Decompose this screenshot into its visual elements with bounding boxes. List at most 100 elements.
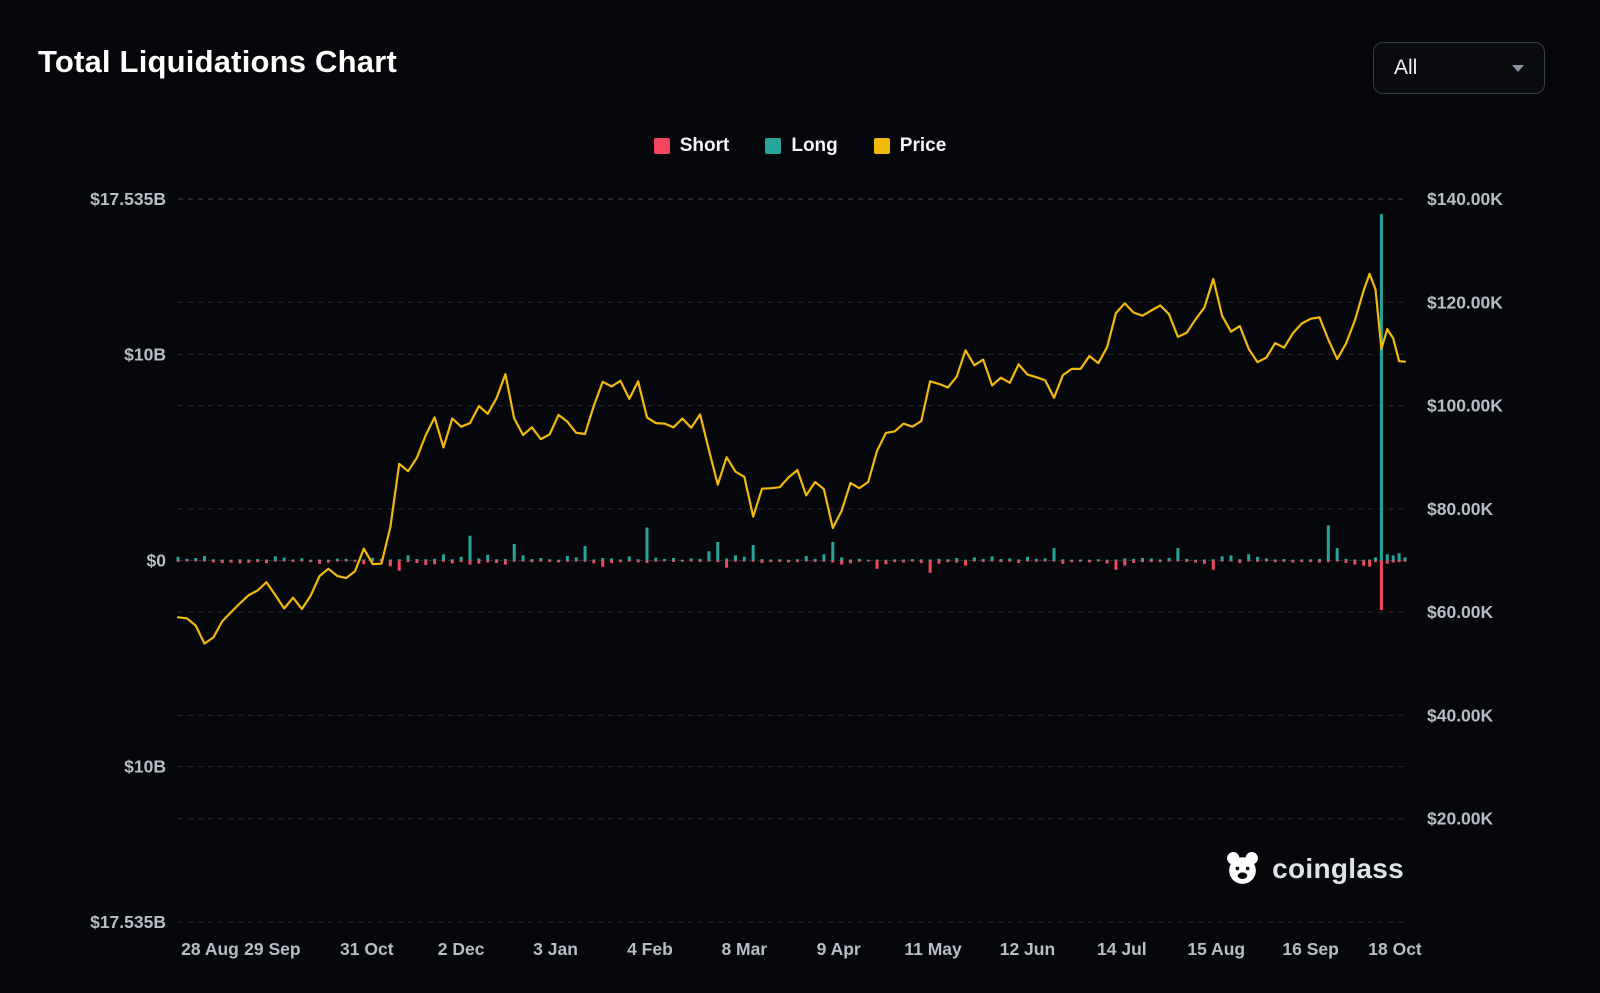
short-bar <box>335 560 339 562</box>
short-bar <box>486 560 490 563</box>
long-bar <box>406 555 410 561</box>
long-bar <box>1362 559 1366 561</box>
long-bar <box>1353 559 1357 561</box>
legend-item-long[interactable]: Long <box>765 135 838 157</box>
legend-item-price[interactable]: Price <box>873 135 946 157</box>
short-bar <box>1397 560 1401 563</box>
short-bar <box>751 560 755 562</box>
long-bar <box>344 558 348 561</box>
long-bar <box>1282 559 1286 561</box>
short-bar <box>946 560 950 563</box>
short-bar <box>388 560 392 567</box>
long-bar <box>760 559 764 561</box>
short-bar <box>1344 560 1348 563</box>
short-bar <box>654 560 658 562</box>
long-bar <box>1034 558 1038 561</box>
short-bar <box>680 560 684 562</box>
long-bar <box>627 556 631 561</box>
short-bar <box>769 560 773 563</box>
x-axis-label: 4 Feb <box>627 939 673 959</box>
long-bar <box>335 558 339 561</box>
x-axis-label: 29 Sep <box>244 939 300 959</box>
long-bar <box>1123 558 1127 561</box>
long-bar <box>778 559 782 561</box>
long-bar <box>663 558 667 561</box>
short-bar <box>1229 560 1233 562</box>
short-bar <box>813 560 817 562</box>
legend-label: Short <box>679 135 730 156</box>
short-bar <box>521 560 525 562</box>
long-bar <box>610 558 614 561</box>
long-bar <box>1017 559 1021 561</box>
short-bar <box>875 560 879 569</box>
long-bar <box>981 558 985 561</box>
short-bar <box>672 560 676 562</box>
short-bar <box>406 560 410 563</box>
short-bar <box>1353 560 1357 565</box>
long-bar <box>433 558 437 561</box>
chart-legend: Short Long Price <box>0 135 1600 157</box>
short-bar <box>1291 560 1295 563</box>
long-bar <box>831 541 835 561</box>
short-bar <box>1149 560 1153 562</box>
long-bar <box>477 558 481 561</box>
long-liquidation-bars <box>176 214 1407 561</box>
short-bar <box>636 560 640 563</box>
time-range-value: All <box>1394 56 1418 79</box>
page-title: Total Liquidations Chart <box>38 44 397 79</box>
short-bar <box>291 560 295 562</box>
short-bar <box>778 560 782 562</box>
long-bar <box>645 527 649 561</box>
right-axis-label: $20.00K <box>1427 809 1494 829</box>
short-bar <box>1025 560 1029 562</box>
short-bar <box>866 560 870 562</box>
short-bar <box>795 560 799 563</box>
x-axis-label: 9 Apr <box>817 939 861 959</box>
long-bar <box>1273 559 1277 561</box>
left-axis-label: $10B <box>124 757 166 777</box>
short-bar <box>698 560 702 562</box>
short-bar <box>1326 560 1330 563</box>
long-bar <box>1379 214 1383 561</box>
long-bar <box>1194 559 1198 561</box>
short-bar <box>787 560 791 563</box>
short-bar <box>1335 560 1339 562</box>
long-bar <box>1220 556 1224 561</box>
long-bar <box>1096 559 1100 561</box>
short-bar <box>1309 560 1313 562</box>
right-axis-labels: $140.00K $120.00K $100.00K $80.00K $60.00K $4… <box>1427 189 1503 829</box>
long-bar <box>486 554 490 561</box>
long-bar <box>1132 558 1136 561</box>
legend-swatch-short <box>653 138 670 154</box>
short-bar <box>1034 560 1038 562</box>
long-bar <box>672 558 676 561</box>
long-bar <box>928 559 932 561</box>
short-bar <box>1158 560 1162 563</box>
short-bar <box>203 560 207 562</box>
short-bar <box>548 560 552 562</box>
short-bar <box>503 560 507 565</box>
right-axis-label: $60.00K <box>1427 602 1494 622</box>
long-bar <box>999 559 1003 561</box>
short-bar <box>459 560 463 563</box>
short-bar <box>1211 560 1215 570</box>
right-axis-label: $40.00K <box>1427 705 1494 725</box>
short-bar <box>689 560 693 562</box>
coinglass-logo[interactable]: coinglass <box>1224 850 1404 887</box>
short-bar <box>1273 560 1277 563</box>
long-bar <box>318 559 322 561</box>
short-bar <box>362 560 366 565</box>
short-bar <box>902 560 906 563</box>
long-bar <box>866 559 870 561</box>
time-range-select[interactable]: All <box>1373 42 1545 94</box>
long-bar <box>1317 558 1321 561</box>
legend-item-short[interactable]: Short <box>653 135 730 157</box>
short-bar <box>220 560 224 563</box>
short-bar <box>1368 560 1372 567</box>
long-bar <box>893 559 897 561</box>
short-bar <box>450 560 454 564</box>
long-bar <box>716 541 720 561</box>
long-bar <box>733 555 737 561</box>
long-bar <box>884 559 888 561</box>
